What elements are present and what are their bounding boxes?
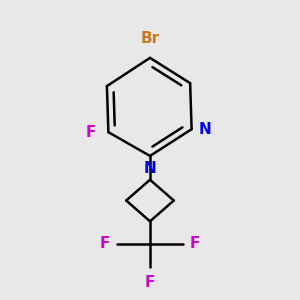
Text: N: N xyxy=(144,161,156,176)
Text: Br: Br xyxy=(140,31,160,46)
Text: F: F xyxy=(100,236,110,251)
Text: N: N xyxy=(199,122,212,137)
Text: F: F xyxy=(190,236,200,251)
Text: F: F xyxy=(86,125,97,140)
Text: F: F xyxy=(145,275,155,290)
